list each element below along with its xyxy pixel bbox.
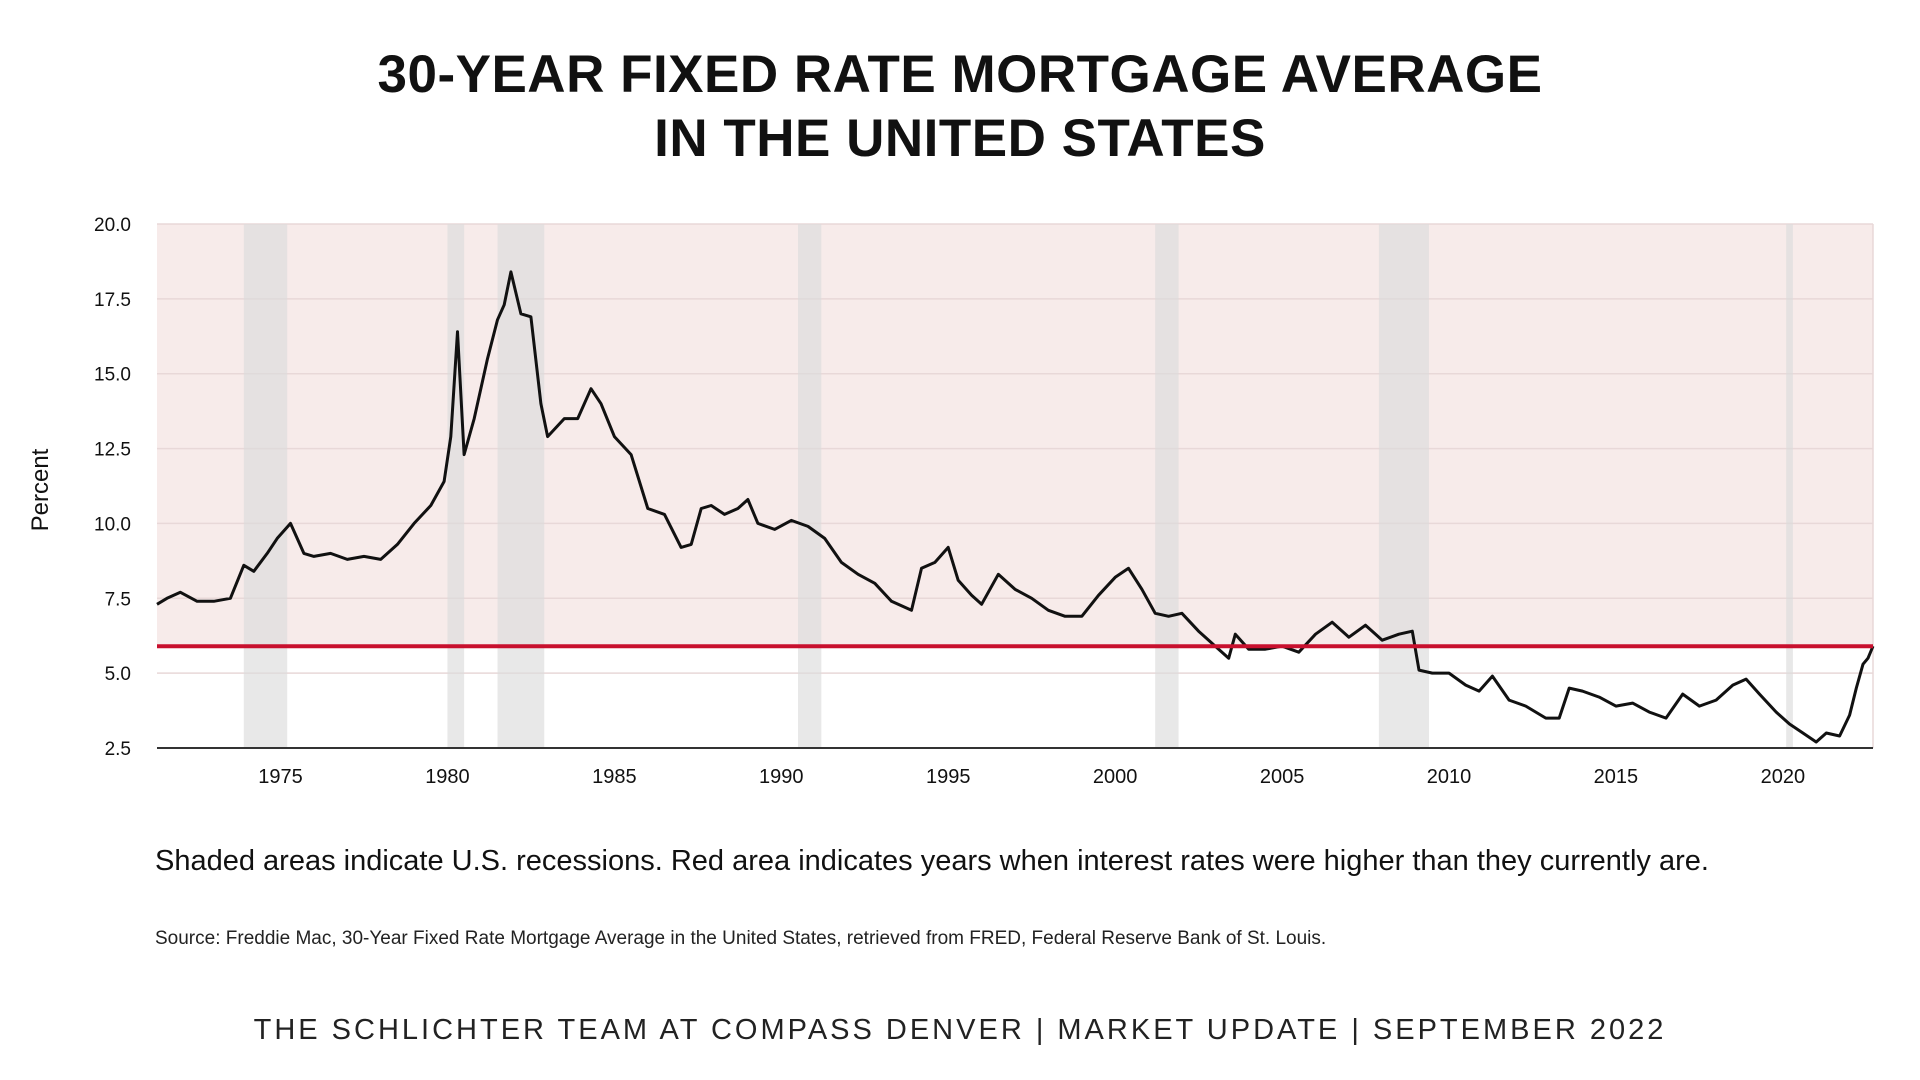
x-tick-label: 2015 xyxy=(1594,766,1639,788)
recession-band xyxy=(1786,224,1793,748)
y-axis-label: Percent xyxy=(27,448,54,531)
recession-band xyxy=(447,224,465,748)
x-tick-label: 1975 xyxy=(258,766,303,788)
y-tick-label: 5.0 xyxy=(105,664,131,685)
x-tick-label: 1990 xyxy=(759,766,804,788)
chart-title-line-1: 30-YEAR FIXED RATE MORTGAGE AVERAGE xyxy=(377,45,1543,104)
recession-band xyxy=(1155,224,1179,748)
x-tick-label: 2005 xyxy=(1260,766,1305,788)
y-tick-label: 7.5 xyxy=(105,589,131,610)
recession-band xyxy=(243,224,288,748)
y-tick-label: 2.5 xyxy=(105,739,131,760)
y-tick-label: 20.0 xyxy=(94,215,131,236)
series-line xyxy=(156,270,1875,744)
source-text: Source: Freddie Mac, 30-Year Fixed Rate … xyxy=(155,928,1327,949)
x-tick-label: 1985 xyxy=(592,766,637,788)
x-tick-label: 2010 xyxy=(1427,766,1472,788)
chart-title-line-2: IN THE UNITED STATES xyxy=(654,109,1266,168)
x-tick-label: 2020 xyxy=(1761,766,1806,788)
x-tick-label: 1980 xyxy=(425,766,470,788)
chart-note: Shaded areas indicate U.S. recessions. R… xyxy=(155,845,1709,877)
recession-band xyxy=(1378,224,1429,748)
higher-rate-area xyxy=(157,224,1873,647)
y-tick-label: 10.0 xyxy=(94,514,131,535)
y-tick-label: 15.0 xyxy=(94,365,131,386)
y-tick-label: 12.5 xyxy=(94,440,131,461)
footer-text: THE SCHLICHTER TEAM AT COMPASS DENVER | … xyxy=(253,1014,1667,1046)
x-tick-label: 2000 xyxy=(1093,766,1138,788)
mortgage-rate-chart: 20.0 17.5 15.0 12.5 10.0 7.5 5.0 2.5 1975 1980 198… xyxy=(27,215,1875,788)
x-tick-label: 1995 xyxy=(926,766,971,788)
y-tick-label: 17.5 xyxy=(94,290,131,311)
recession-band xyxy=(797,224,822,748)
